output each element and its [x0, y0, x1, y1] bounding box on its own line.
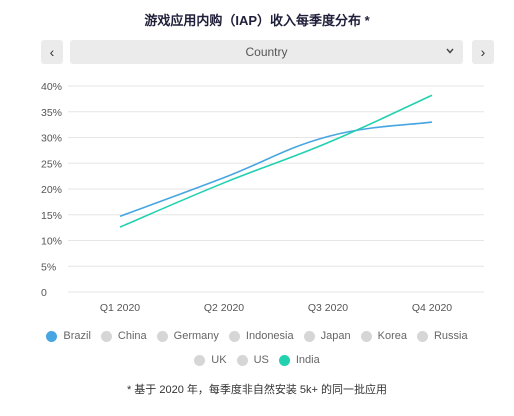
y-tick-label: 30% [41, 133, 62, 145]
legend-item-us[interactable]: US [236, 354, 269, 366]
chevron-left-icon: ‹ [49, 44, 55, 60]
legend-marker-icon [360, 330, 372, 342]
legend-marker-icon [46, 330, 58, 342]
y-tick-label: 0 [41, 287, 47, 299]
legend-row-2: UK US India [0, 354, 514, 366]
y-tick-label: 15% [41, 210, 62, 222]
x-tick-label: Q3 2020 [308, 302, 348, 314]
legend-marker-icon [100, 330, 112, 342]
series-line-india [119, 94, 433, 228]
chevron-down-icon [445, 44, 455, 61]
legend-marker-icon [156, 330, 168, 342]
y-tick-label: 25% [41, 158, 62, 170]
legend-label: Russia [433, 330, 468, 342]
legend-label: Brazil [63, 330, 91, 342]
country-dropdown[interactable]: Country [70, 40, 463, 64]
legend-marker-icon [236, 354, 248, 366]
y-tick-label: 40% [41, 81, 62, 93]
legend-label: US [253, 354, 269, 366]
legend-label: India [295, 354, 320, 366]
legend-label: Indonesia [245, 330, 294, 342]
legend-row-1: Brazil China Germany Indonesia Japan Korea Rus… [0, 330, 514, 342]
legend-item-japan[interactable]: Japan [303, 330, 351, 342]
legend-item-germany[interactable]: Germany [156, 330, 219, 342]
x-tick-label: Q2 2020 [204, 302, 244, 314]
legend-label: China [117, 330, 147, 342]
country-dropdown-label: Country [245, 45, 288, 59]
legend-item-indonesia[interactable]: Indonesia [228, 330, 294, 342]
previous-button[interactable]: ‹ [41, 40, 63, 64]
legend-marker-icon [303, 330, 315, 342]
legend-label: Japan [320, 330, 351, 342]
x-tick-label: Q4 2020 [412, 302, 452, 314]
legend-label: Korea [377, 330, 407, 342]
legend-item-china[interactable]: China [100, 330, 147, 342]
legend-marker-icon [228, 330, 240, 342]
legend-marker-icon [278, 354, 290, 366]
legend-item-brazil[interactable]: Brazil [46, 330, 91, 342]
legend-label: UK [211, 354, 227, 366]
chart-title: 游戏应用内购（IAP）收入每季度分布 * [144, 13, 370, 28]
legend-item-india[interactable]: India [278, 354, 320, 366]
chevron-right-icon: › [480, 44, 486, 60]
legend-item-uk[interactable]: UK [194, 354, 227, 366]
legend-label: Germany [173, 330, 219, 342]
y-tick-label: 20% [41, 184, 62, 196]
x-tick-label: Q1 2020 [100, 302, 140, 314]
legend-marker-icon [194, 354, 206, 366]
legend-item-korea[interactable]: Korea [360, 330, 407, 342]
y-tick-label: 10% [41, 236, 62, 248]
series-line-brazil [119, 121, 433, 218]
next-button[interactable]: › [472, 40, 494, 64]
footnote: * 基于 2020 年，每季度非自然安装 5k+ 的同一批应用 [126, 384, 388, 396]
legend-marker-icon [416, 330, 428, 342]
legend-item-russia[interactable]: Russia [416, 330, 468, 342]
y-tick-label: 5% [41, 261, 56, 273]
y-tick-label: 35% [41, 107, 62, 119]
